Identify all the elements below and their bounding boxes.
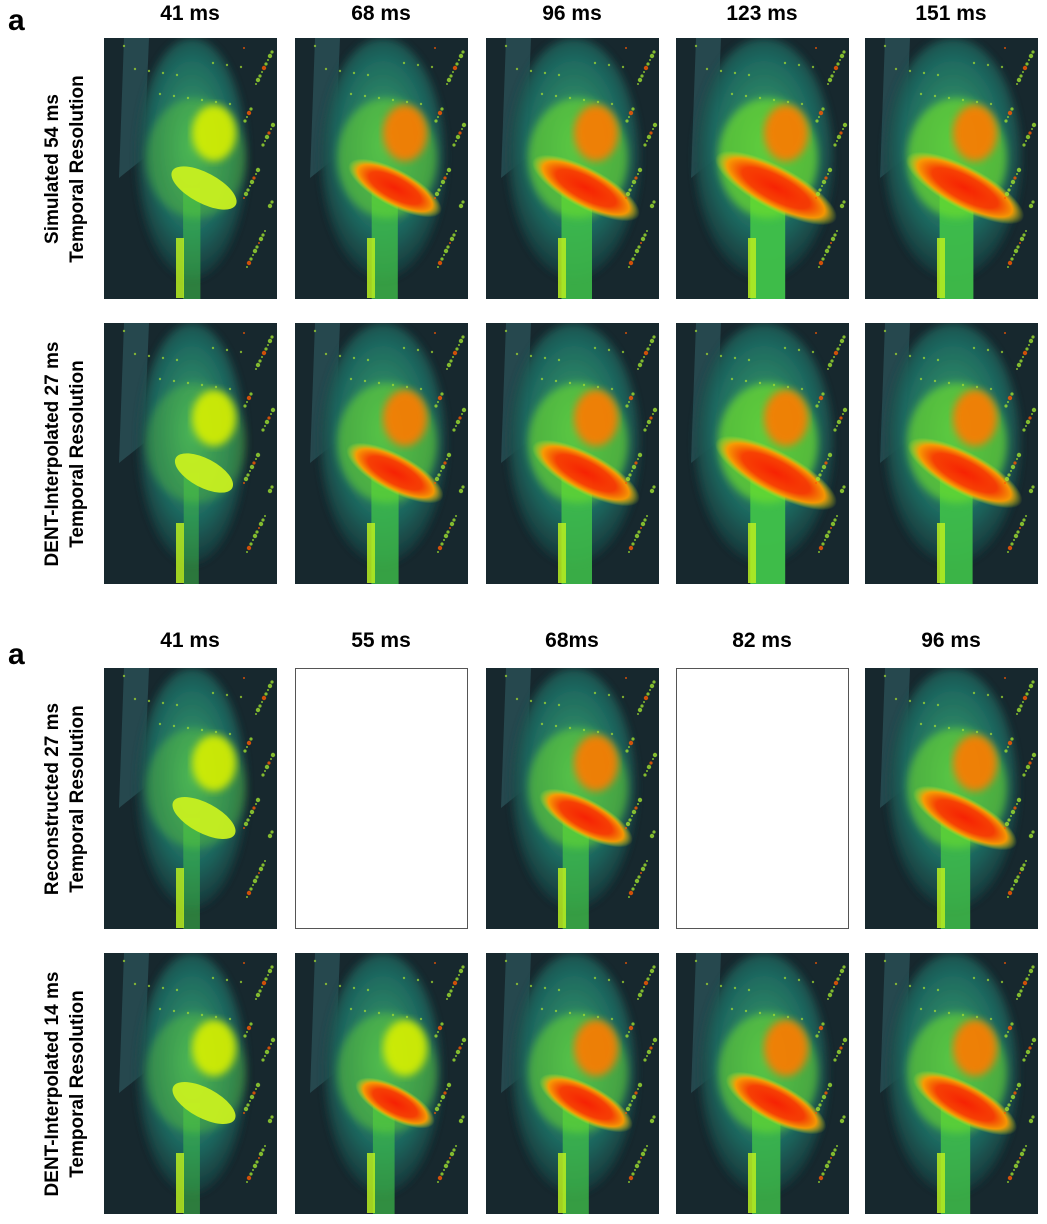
image-frame xyxy=(676,953,849,1214)
image-frame xyxy=(486,668,659,929)
panel-letter: a xyxy=(8,638,25,671)
column-time-label: 96 ms xyxy=(542,2,602,25)
empty-frame xyxy=(295,668,468,929)
image-frame xyxy=(486,953,659,1214)
heatmap-image xyxy=(104,953,277,1214)
column-time-label: 41 ms xyxy=(160,629,220,652)
row-label-line1: Reconstructed 27 ms xyxy=(42,702,63,895)
heatmap-image xyxy=(486,38,659,299)
image-frame xyxy=(295,323,468,584)
heatmap-image xyxy=(104,38,277,299)
row-label-line2: Temporal Resolution xyxy=(67,359,88,548)
heatmap-image xyxy=(295,323,468,584)
column-time-label: 123 ms xyxy=(726,2,798,25)
column-time-label: 151 ms xyxy=(915,2,987,25)
row-label: Reconstructed 27 ms Temporal Resolution xyxy=(38,659,92,939)
empty-frame xyxy=(676,668,849,929)
heatmap-image xyxy=(865,668,1038,929)
row-label-line1: Simulated 54 ms xyxy=(42,93,63,244)
heatmap-image xyxy=(104,323,277,584)
image-frame xyxy=(865,668,1038,929)
image-frame xyxy=(486,38,659,299)
image-frame xyxy=(865,953,1038,1214)
image-frame xyxy=(104,668,277,929)
image-frame xyxy=(865,323,1038,584)
heatmap-image xyxy=(865,323,1038,584)
column-time-label: 68 ms xyxy=(351,2,411,25)
image-frame xyxy=(486,323,659,584)
row-label-line1: DENT-Interpolated 27 ms xyxy=(42,341,63,566)
heatmap-image xyxy=(486,953,659,1214)
heatmap-image xyxy=(676,38,849,299)
row-label-line1: DENT-Interpolated 14 ms xyxy=(42,971,63,1196)
row-label-line2: Temporal Resolution xyxy=(67,989,88,1178)
image-frame xyxy=(104,323,277,584)
image-frame xyxy=(295,953,468,1214)
image-frame xyxy=(676,38,849,299)
column-time-label: 82 ms xyxy=(732,629,792,652)
column-time-label: 68ms xyxy=(545,629,599,652)
image-frame xyxy=(104,38,277,299)
heatmap-image xyxy=(865,38,1038,299)
heatmap-image xyxy=(676,953,849,1214)
heatmap-image xyxy=(295,953,468,1214)
heatmap-image xyxy=(676,323,849,584)
row-label-line2: Temporal Resolution xyxy=(67,74,88,263)
heatmap-image xyxy=(295,38,468,299)
heatmap-image xyxy=(486,323,659,584)
row-label: Simulated 54 ms Temporal Resolution xyxy=(38,29,92,309)
column-time-label: 55 ms xyxy=(351,629,411,652)
heatmap-image xyxy=(104,668,277,929)
image-frame xyxy=(295,38,468,299)
row-label-line2: Temporal Resolution xyxy=(67,704,88,893)
row-label: DENT-Interpolated 27 ms Temporal Resoluti… xyxy=(38,314,92,594)
column-time-label: 96 ms xyxy=(921,629,981,652)
heatmap-image xyxy=(486,668,659,929)
image-frame xyxy=(104,953,277,1214)
row-label: DENT-Interpolated 14 ms Temporal Resoluti… xyxy=(38,944,92,1224)
column-time-label: 41 ms xyxy=(160,2,220,25)
heatmap-image xyxy=(865,953,1038,1214)
image-frame xyxy=(676,323,849,584)
image-frame xyxy=(865,38,1038,299)
panel-letter: a xyxy=(8,4,25,37)
